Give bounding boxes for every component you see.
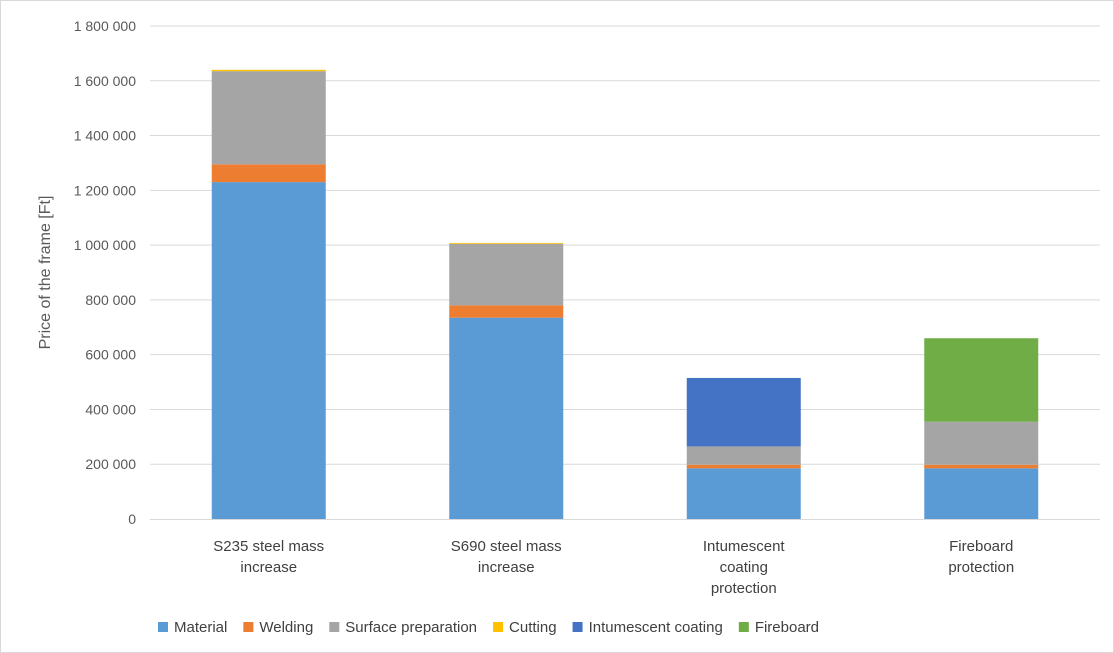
bar-segment-surface-preparation	[449, 243, 564, 306]
x-category-label: protection	[948, 559, 1014, 576]
bar-segment-welding	[686, 464, 801, 469]
y-tick-label: 1 200 000	[74, 182, 136, 198]
y-tick-label: 800 000	[85, 292, 136, 308]
x-category-label: S235 steel mass	[213, 538, 324, 555]
x-category-label: protection	[711, 580, 777, 597]
legend-item: Intumescent coating	[572, 619, 723, 636]
bar-segment-surface-preparation	[686, 446, 801, 465]
y-tick-label: 1 400 000	[74, 128, 136, 144]
y-tick-label: 400 000	[85, 401, 136, 417]
legend-item: Surface preparation	[329, 619, 477, 636]
x-category-label: increase	[478, 559, 535, 576]
y-tick-label: 600 000	[85, 347, 136, 363]
bar-segment-material	[686, 468, 801, 519]
legend-item: Cutting	[493, 619, 557, 636]
y-tick-label: 1 800 000	[74, 18, 136, 34]
legend-swatch	[493, 622, 504, 632]
bar-segment-welding	[924, 464, 1039, 469]
legend-swatch	[158, 622, 168, 632]
y-tick-label: 1 000 000	[74, 237, 136, 253]
y-axis-ticks: 0 200 000 400 000 600 000 800 000 1 000 000 1 …	[74, 18, 137, 527]
legend-item: Welding	[243, 619, 313, 636]
legend-label: Surface preparation	[345, 619, 477, 636]
legend-label: Intumescent coating	[589, 619, 723, 636]
bar-segment-surface-preparation	[211, 71, 326, 165]
x-category-label: S690 steel mass	[451, 538, 562, 555]
y-tick-label: 1 600 000	[74, 73, 136, 89]
legend-swatch	[572, 622, 583, 632]
bar-segment-surface-preparation	[924, 421, 1039, 465]
legend-label: Welding	[259, 619, 313, 636]
legend-swatch	[329, 622, 340, 632]
legend-swatch	[243, 622, 254, 632]
category-labels: S235 steel mass increase S690 steel mass in…	[213, 538, 1014, 597]
bar-segment-welding	[211, 164, 326, 183]
x-category-label: coating	[720, 559, 768, 576]
y-tick-label: 200 000	[85, 456, 136, 472]
x-category-label: Fireboard	[949, 538, 1013, 555]
bar-segment-cutting	[449, 242, 564, 244]
legend: Material Welding Surface preparation Cuttin…	[158, 619, 819, 636]
bar-segment-material	[449, 317, 564, 519]
x-category-label: increase	[240, 559, 297, 576]
y-axis-title: Price of the frame [Ft]	[37, 196, 54, 350]
bar-segment-cutting	[211, 69, 326, 72]
legend-item: Material	[158, 619, 227, 636]
legend-swatch	[738, 622, 749, 632]
bar-segment-material	[211, 182, 326, 519]
legend-label: Material	[174, 619, 227, 636]
y-tick-label: 0	[128, 511, 136, 527]
bar-segment-welding	[449, 305, 564, 318]
x-category-label: Intumescent	[703, 538, 786, 555]
bars	[211, 69, 1039, 519]
bar-segment-fireboard	[924, 338, 1039, 422]
legend-label: Fireboard	[755, 619, 819, 636]
bar-segment-material	[924, 468, 1039, 519]
legend-label: Cutting	[509, 619, 557, 636]
bar-segment-intumescent-coating	[686, 377, 801, 447]
legend-item: Fireboard	[738, 619, 819, 636]
